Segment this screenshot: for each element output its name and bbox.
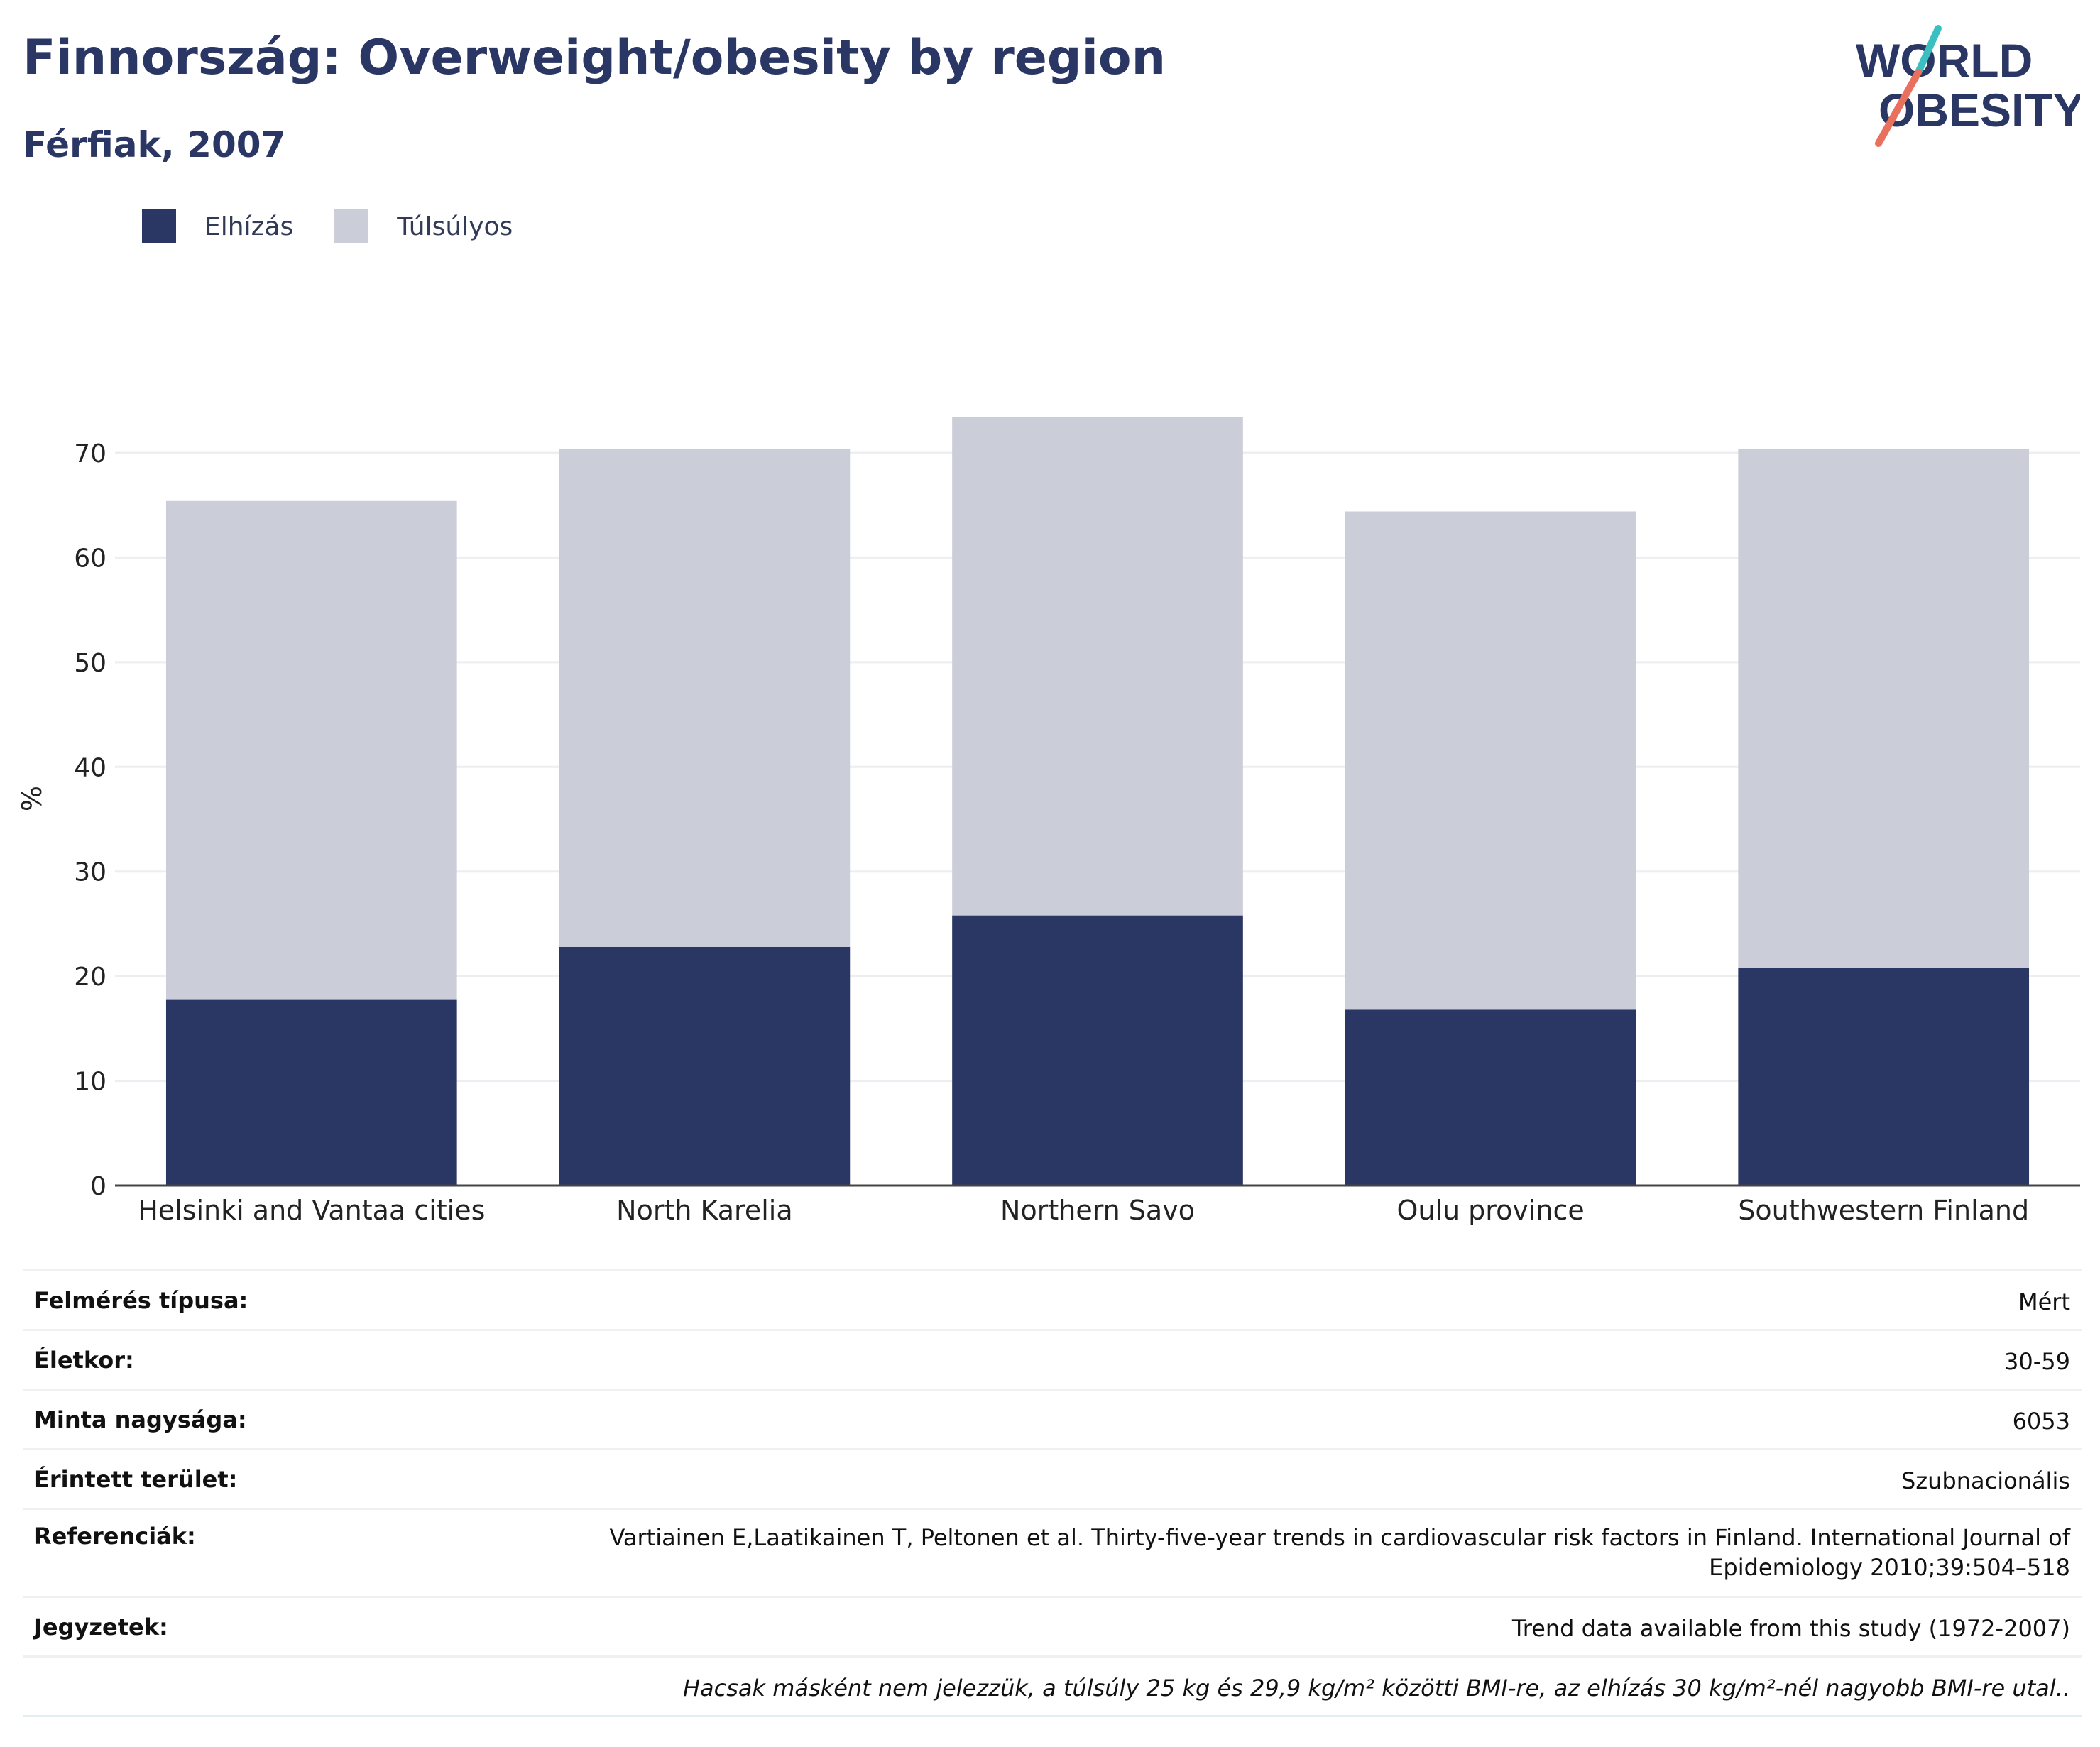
info-label: Referenciák: (34, 1523, 196, 1550)
y-tick-label: 20 (74, 963, 106, 992)
info-label: Jegyzetek: (34, 1614, 168, 1641)
info-value: Mért (2018, 1288, 2070, 1315)
bar-overweight[interactable] (952, 417, 1243, 916)
info-table-end (23, 1715, 2082, 1717)
info-row-references: Referenciák: Vartiainen E,Laatikainen T,… (23, 1508, 2082, 1596)
bar-overweight[interactable] (559, 449, 851, 947)
bar-obesity[interactable] (1345, 1009, 1636, 1185)
info-row-survey-type: Felmérés típusa: Mért (23, 1269, 2082, 1329)
info-value: Trend data available from this study (19… (1511, 1615, 2070, 1642)
bar-obesity[interactable] (1738, 968, 2030, 1185)
logo-line2: OBESITY (1878, 84, 2080, 136)
y-tick-label: 40 (74, 753, 106, 782)
bar-obesity[interactable] (559, 946, 851, 1185)
legend-label-obesity: Elhízás (204, 212, 294, 241)
info-label: Felmérés típusa: (34, 1287, 248, 1314)
bar-overweight[interactable] (1345, 511, 1636, 1010)
info-table: Felmérés típusa: Mért Életkor: 30-59 Min… (23, 1269, 2082, 1717)
info-value: Vartiainen E,Laatikainen T, Peltonen et … (609, 1524, 2071, 1581)
info-label: Életkor: (34, 1347, 134, 1374)
world-obesity-logo: WORLD OBESITY (1856, 25, 2080, 147)
chart-title: Finnország: Overweight/obesity by region (23, 30, 1166, 86)
y-tick-label: 30 (74, 858, 106, 887)
y-tick-label: 10 (74, 1068, 106, 1097)
legend-swatch-overweight (334, 209, 369, 243)
y-axis-label: % (16, 786, 48, 811)
y-tick-label: 50 (74, 649, 106, 678)
legend: Elhízás Túlsúlyos (142, 209, 554, 243)
x-tick-label: Northern Savo (1000, 1195, 1195, 1226)
x-tick-labels: Helsinki and Vantaa cities North Karelia N… (138, 1195, 2029, 1226)
info-row-notes: Jegyzetek: Trend data available from thi… (23, 1596, 2082, 1655)
bar-obesity[interactable] (952, 915, 1243, 1185)
x-tick-label: Southwestern Finland (1738, 1195, 2029, 1226)
y-tick-label: 70 (74, 439, 106, 469)
logo-slash-teal (1915, 25, 1942, 76)
legend-item-overweight[interactable]: Túlsúlyos (334, 209, 513, 243)
y-tick-label: 0 (90, 1172, 106, 1201)
x-tick-label: Oulu province (1396, 1195, 1584, 1226)
legend-swatch-obesity (142, 209, 176, 243)
bar-overweight[interactable] (165, 500, 457, 1000)
x-tick-label: Helsinki and Vantaa cities (138, 1195, 485, 1226)
bars (165, 417, 2030, 1185)
bar-chart: 0 10 20 30 40 50 60 70 Helsinki and Vantaa citi… (16, 417, 2080, 1226)
info-label: Minta nagysága: (34, 1406, 247, 1433)
footnote: Hacsak másként nem jelezzük, a túlsúly 2… (682, 1675, 2070, 1702)
x-tick-label: North Karelia (616, 1195, 792, 1226)
info-value: 6053 (2012, 1408, 2070, 1435)
info-row-sample-size: Minta nagysága: 6053 (23, 1389, 2082, 1448)
bar-obesity[interactable] (165, 999, 457, 1185)
info-row-age: Életkor: 30-59 (23, 1329, 2082, 1389)
info-row-footnote: Hacsak másként nem jelezzük, a túlsúly 2… (23, 1655, 2082, 1715)
info-label: Érintett terület: (34, 1466, 238, 1493)
legend-item-obesity[interactable]: Elhízás (142, 209, 293, 243)
logo-slash-coral (1875, 69, 1922, 147)
bar-overweight[interactable] (1738, 449, 2030, 968)
legend-label-overweight: Túlsúlyos (397, 212, 513, 241)
y-tick-label: 60 (74, 544, 106, 573)
logo-line1: WORLD (1856, 34, 2033, 87)
info-value: Szubnacionális (1901, 1467, 2070, 1494)
chart-subtitle: Férfiak, 2007 (23, 124, 286, 165)
y-tick-labels: 0 10 20 30 40 50 60 70 (74, 439, 106, 1201)
info-value: 30-59 (2004, 1348, 2070, 1375)
info-row-area: Érintett terület: Szubnacionális (23, 1448, 2082, 1508)
